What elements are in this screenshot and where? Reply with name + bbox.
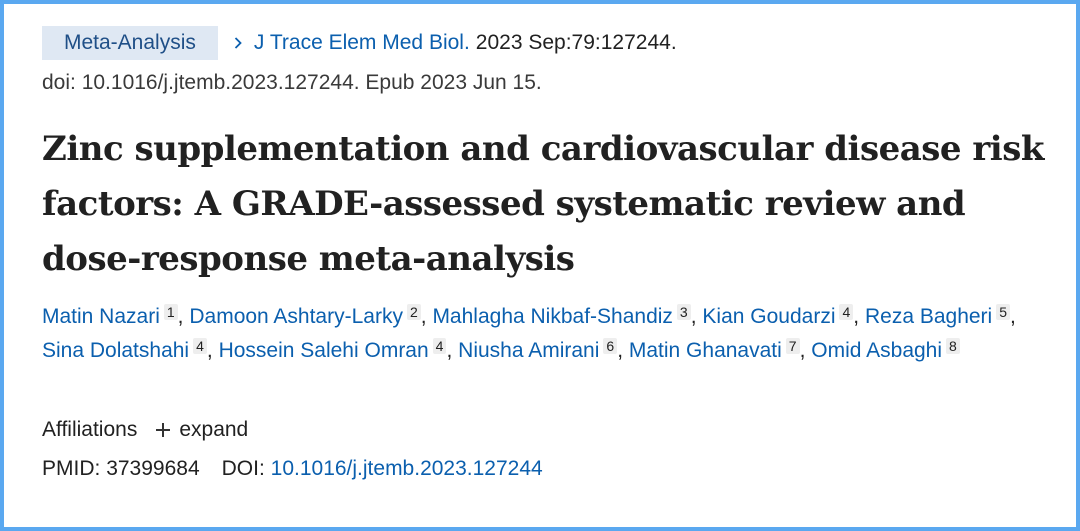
affiliation-number[interactable]: 4 <box>839 304 854 320</box>
affiliation-number[interactable]: 8 <box>946 338 960 354</box>
expand-toggle[interactable]: expand <box>179 418 249 441</box>
author-name-link[interactable]: Reza Bagheri <box>864 305 993 328</box>
author-list: Matin Nazari 1, Damoon Ashtary-Larky 2, Ma… <box>42 300 1052 368</box>
doi-link[interactable]: 10.1016/j.jtemb.2023.127244 <box>270 457 543 480</box>
doi-label: DOI: <box>221 457 265 480</box>
author-name-link[interactable]: Niusha Amirani <box>458 339 600 362</box>
doi-epub-line: doi: 10.1016/j.jtemb.2023.127244. Epub 2… <box>42 71 542 94</box>
author-separator: , <box>1010 305 1016 328</box>
author-name-link[interactable]: Damoon Ashtary-Larky <box>189 305 403 328</box>
author-item: Niusha Amirani 6, <box>458 338 624 362</box>
author-name-link[interactable]: Kian Goudarzi <box>702 305 836 328</box>
affiliation-number[interactable]: 2 <box>406 304 421 320</box>
journal-citation: J Trace Elem Med Biol. 2023 Sep:79:12724… <box>232 31 677 55</box>
author-separator: , <box>420 305 427 328</box>
author-item: Omid Asbaghi 8 <box>811 338 960 362</box>
author-name-link[interactable]: Hossein Salehi Omran <box>218 339 429 362</box>
pmid-value: 37399684 <box>106 457 200 480</box>
author-name-link[interactable]: Matin Nazari <box>42 305 160 328</box>
author-item: Mahlagha Nikbaf-Shandiz 3, <box>432 304 697 328</box>
author-separator: , <box>799 339 806 362</box>
author-item: Matin Nazari 1, <box>42 304 184 328</box>
author-item: Kian Goudarzi 4, <box>702 304 860 328</box>
affiliation-number[interactable]: 7 <box>785 338 800 354</box>
publication-type-badge[interactable]: Meta-Analysis <box>42 26 218 60</box>
author-item: Matin Ghanavati 7, <box>628 338 806 362</box>
author-item: Sina Dolatshahi 4, <box>42 338 213 362</box>
affiliation-number[interactable]: 3 <box>676 304 691 320</box>
journal-date-volume: 2023 Sep:79:127244. <box>475 31 677 54</box>
author-separator: , <box>446 339 453 362</box>
author-separator: , <box>177 305 184 328</box>
chevron-right-icon[interactable] <box>232 37 244 49</box>
affiliation-number[interactable]: 5 <box>996 304 1011 320</box>
affiliation-number[interactable]: 1 <box>163 304 178 320</box>
author-item: Hossein Salehi Omran 4, <box>218 338 453 362</box>
affiliation-number[interactable]: 4 <box>193 338 207 354</box>
author-separator: , <box>853 305 860 328</box>
plus-icon[interactable] <box>155 422 171 438</box>
author-separator: , <box>617 339 624 362</box>
journal-link[interactable]: J Trace Elem Med Biol. <box>253 31 470 54</box>
citation-row: Meta-Analysis J Trace Elem Med Biol. 202… <box>42 26 677 60</box>
author-name-link[interactable]: Sina Dolatshahi <box>42 339 190 362</box>
identifiers-row: PMID: 37399684 DOI: 10.1016/j.jtemb.2023.… <box>42 457 543 481</box>
author-name-link[interactable]: Omid Asbaghi <box>811 339 943 362</box>
author-separator: , <box>206 339 213 362</box>
pmid-label: PMID: <box>42 457 101 480</box>
author-item: Reza Bagheri 5, <box>864 304 1016 328</box>
author-item: Damoon Ashtary-Larky 2, <box>189 304 427 328</box>
author-name-link[interactable]: Mahlagha Nikbaf-Shandiz <box>432 305 673 328</box>
affiliation-number[interactable]: 6 <box>603 338 618 354</box>
affiliations-label: Affiliations <box>42 418 138 441</box>
affiliations-row: Affiliations expand <box>42 418 248 442</box>
affiliation-number[interactable]: 4 <box>432 338 447 354</box>
author-separator: , <box>690 305 697 328</box>
author-name-link[interactable]: Matin Ghanavati <box>628 339 782 362</box>
article-title: Zinc supplementation and cardiovascular … <box>42 129 1044 279</box>
